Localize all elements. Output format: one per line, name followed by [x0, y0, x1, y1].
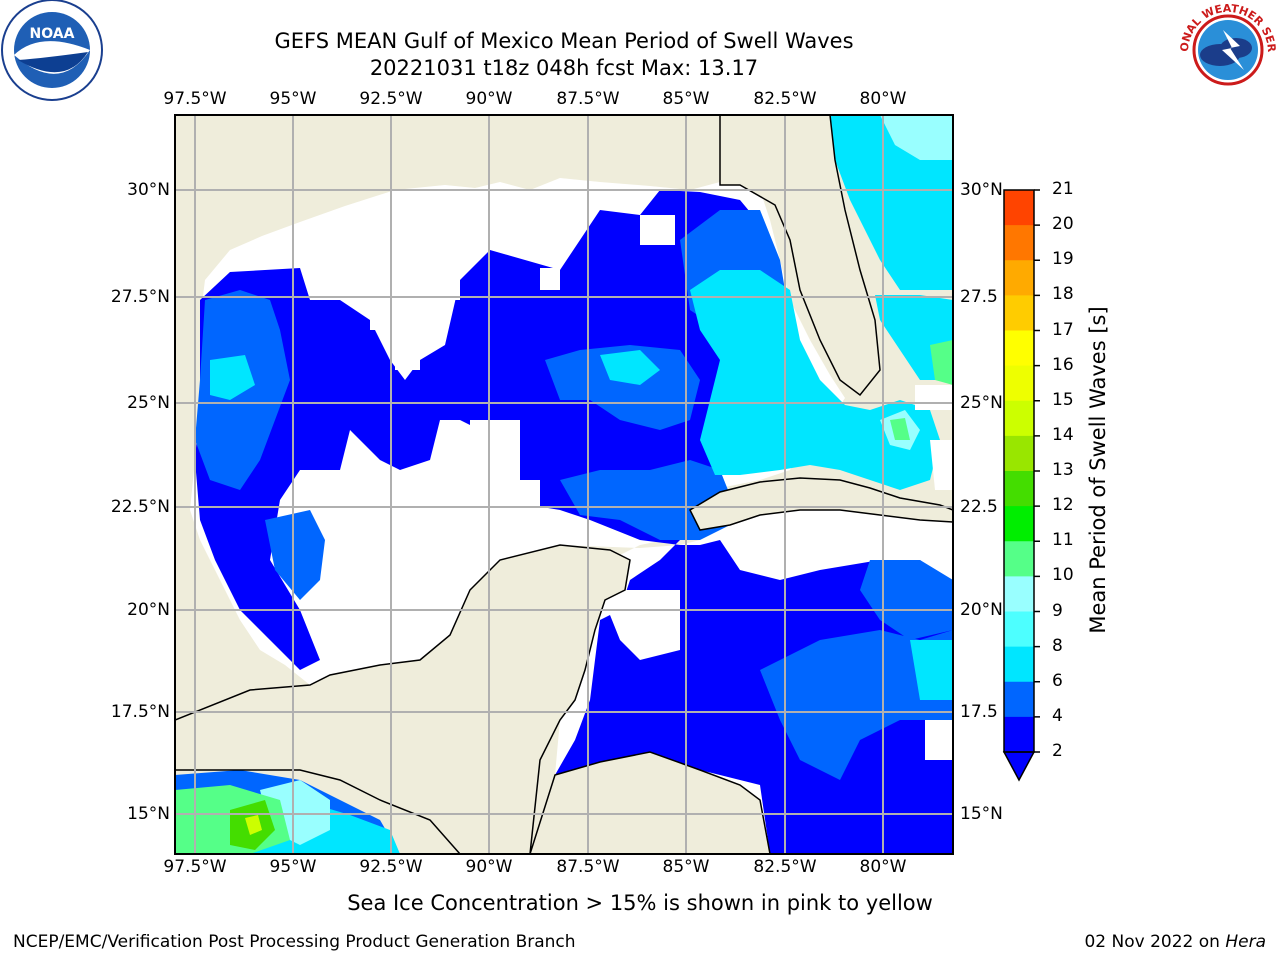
swell-13s: [245, 815, 262, 835]
colorbar-tick-label: 17: [1052, 319, 1074, 340]
colorbar-tick-label: 6: [1052, 670, 1063, 691]
colorbar-label: Mean Period of Swell Waves [s]: [1086, 306, 1110, 634]
lon-label-bottom: 92.5°W: [359, 857, 423, 877]
colorbar-tick-label: 19: [1052, 249, 1074, 270]
map-subtitle: 20221031 t18z 048h fcst Max: 13.17: [369, 56, 759, 80]
swell-2-4s: [195, 190, 953, 854]
lat-label-left: 27.5°N: [110, 287, 170, 307]
yucatan-land: [175, 544, 631, 854]
lat-label-right: 27.5: [960, 287, 998, 307]
colorbar-tick-label: 15: [1052, 389, 1074, 410]
colorbar-segment: [1004, 646, 1034, 683]
noaa-logo-text: NOAA: [30, 26, 75, 42]
sea-ice-note: Sea Ice Concentration > 15% is shown in …: [347, 891, 933, 915]
colorbar-segment: [1004, 435, 1034, 472]
colorbar-segment: [1004, 716, 1034, 753]
noaa-logo: NOAA: [1, 0, 103, 101]
central-america-land: [529, 751, 771, 854]
colorbar-tick-label: 8: [1052, 635, 1063, 656]
colorbar-segment: [1004, 225, 1034, 261]
colorbar-tick-label: 16: [1052, 354, 1074, 375]
lon-label-top: 80°W: [859, 89, 907, 109]
lat-label-left: 17.5°N: [110, 702, 170, 722]
lon-label-bottom: 87.5°W: [556, 857, 620, 877]
footer-date: 02 Nov 2022 on Hera: [1084, 932, 1266, 952]
colorbar-tick-label: 10: [1052, 565, 1074, 586]
lon-label-bottom: 85°W: [662, 857, 710, 877]
colorbar-tick-label: 13: [1052, 460, 1074, 480]
swell-4-6s: [175, 210, 953, 854]
colorbar-tick-label: 14: [1052, 424, 1074, 445]
colorbar-segment: [1004, 471, 1034, 507]
footer-machine: Hera: [1225, 932, 1266, 952]
lon-label-top: 87.5°W: [556, 89, 620, 109]
colorbar-tick-label: 20: [1052, 214, 1074, 235]
lat-label-right: 30°N: [960, 180, 1003, 200]
lon-label-bottom: 82.5°W: [753, 857, 817, 877]
no-data-cells: [300, 215, 953, 760]
lat-label-right: 22.5: [960, 497, 998, 517]
colorbar-tick-label: 2: [1052, 741, 1063, 761]
lon-label-bottom: 95°W: [269, 857, 317, 877]
colorbar-segment: [1004, 541, 1034, 577]
lat-label-right: 25°N: [960, 393, 1003, 413]
colorbar: [1002, 189, 1040, 782]
lat-label-left: 15°N: [127, 804, 170, 824]
lat-label-right: 17.5: [960, 702, 998, 722]
lon-label-top: 92.5°W: [359, 89, 423, 109]
swell-6-8s: [175, 115, 953, 854]
lon-label-bottom: 90°W: [465, 857, 513, 877]
colorbar-segment: [1004, 365, 1034, 402]
colorbar-segment: [1004, 576, 1034, 612]
nws-logo: NATIONAL WEATHER SERVICE: [1178, 0, 1278, 98]
lon-label-top: 95°W: [269, 89, 317, 109]
lon-label-bottom: 80°W: [859, 857, 907, 877]
colorbar-tick-label: 12: [1052, 495, 1074, 516]
lat-label-left: 22.5°N: [110, 497, 170, 517]
lat-label-left: 30°N: [127, 180, 170, 200]
colorbar-segment: [1004, 260, 1034, 296]
florida-land: [719, 115, 881, 397]
colorbar-segment: [1004, 611, 1034, 648]
lat-label-left: 25°N: [127, 393, 170, 413]
lat-label-right: 15°N: [960, 804, 1003, 824]
colorbar-segment: [1004, 330, 1034, 367]
lat-label-left: 20°N: [127, 600, 170, 620]
swell-9-11s: [175, 340, 953, 854]
colorbar-segment: [1004, 681, 1034, 718]
footer-date-text: 02 Nov 2022 on: [1084, 932, 1220, 952]
lon-label-bottom: 97.5°W: [163, 857, 227, 877]
gridlines: [175, 115, 953, 854]
colorbar-tick-label: 4: [1052, 705, 1063, 726]
colorbar-segment: [1004, 295, 1034, 331]
lon-label-top: 85°W: [662, 89, 710, 109]
colorbar-segment: [1004, 506, 1034, 542]
cuba-land: [689, 477, 953, 531]
colorbar-segment: [1004, 190, 1034, 226]
bahamas-cells: [915, 385, 953, 490]
colorbar-tick-label: 9: [1052, 600, 1063, 621]
lon-label-top: 82.5°W: [753, 89, 817, 109]
colorbar-tick-label: 21: [1052, 179, 1074, 199]
lat-label-right: 20°N: [960, 600, 1003, 620]
lon-label-top: 90°W: [465, 89, 513, 109]
colorbar-tick-label: 18: [1052, 284, 1074, 305]
colorbar-tick-label: 11: [1052, 530, 1074, 551]
map-frame: [174, 114, 954, 855]
colorbar-extend-arrow: [1002, 751, 1036, 782]
lon-label-top: 97.5°W: [163, 89, 227, 109]
footer-branch: NCEP/EMC/Verification Post Processing Pr…: [13, 932, 576, 952]
colorbar-segment: [1004, 400, 1034, 437]
map-title: GEFS MEAN Gulf of Mexico Mean Period of …: [274, 29, 854, 53]
